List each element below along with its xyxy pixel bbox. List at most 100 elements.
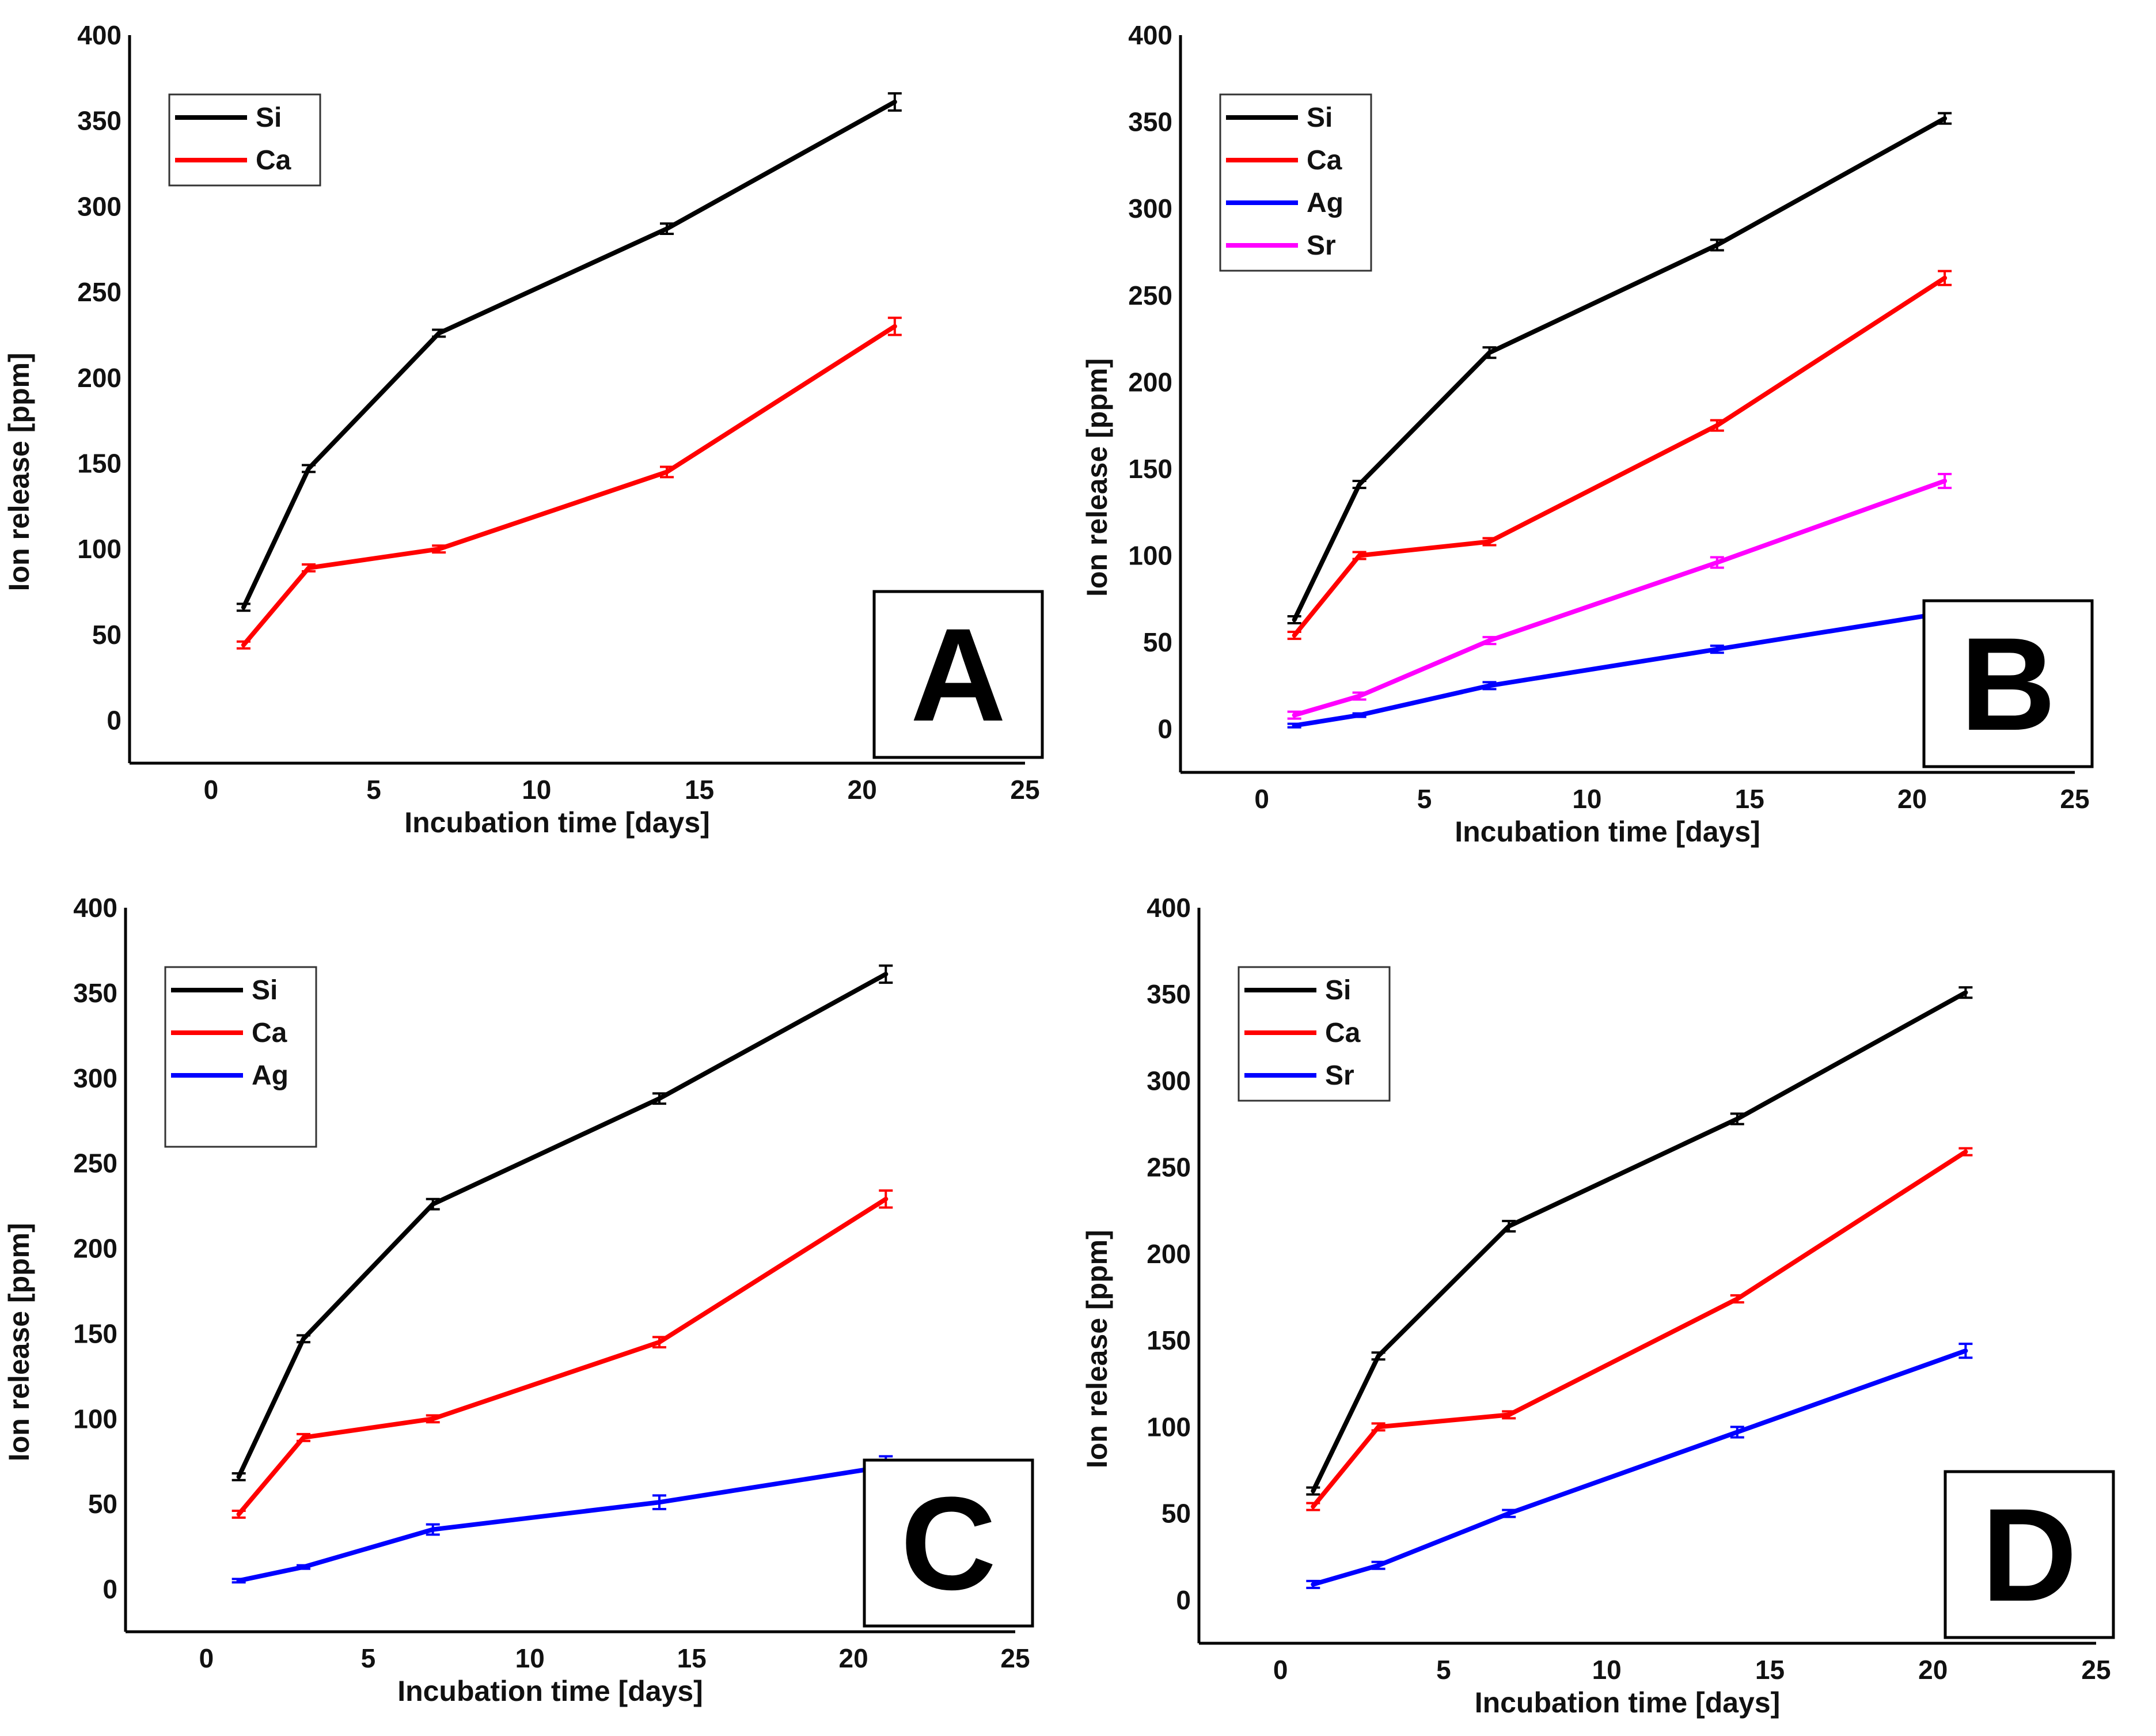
data-point [237, 1475, 241, 1479]
data-point [884, 972, 888, 976]
data-point [1735, 1430, 1739, 1434]
legend-box [164, 966, 317, 1148]
y-tick-label: 100 [77, 534, 122, 564]
legend-label-ag: Ag [1307, 188, 1343, 218]
series-line-ca [1311, 1149, 1968, 1509]
y-tick-label: 350 [77, 106, 122, 136]
y-tick-label: 0 [103, 1574, 117, 1604]
y-axis-title: Ion release [ppm] [1081, 358, 1113, 597]
data-point [1357, 483, 1361, 487]
data-point [1943, 116, 1947, 120]
x-tick-label: 20 [848, 775, 877, 805]
y-tick-label: 150 [77, 449, 122, 479]
chart-panel-d: 0 50 100 150 200 250 300 350 400 0 5 10 15 20 25 Incuba… [1081, 893, 2115, 1719]
x-axis-title: Incubation time [days] [397, 1675, 703, 1707]
data-point [1507, 1413, 1511, 1417]
y-tick-label: 50 [1161, 1499, 1191, 1529]
x-axis-title: Incubation time [days] [404, 806, 710, 839]
y-tick-label: 200 [77, 363, 122, 393]
y-tick-label: 300 [77, 191, 122, 221]
legend-label-ca: Ca [256, 145, 291, 176]
panel-label: C [901, 1469, 996, 1617]
data-point [1715, 423, 1719, 427]
chart-panel-c: 0 50 100 150 200 250 300 350 400 0 5 10 15 20 25 Incuba… [3, 893, 1034, 1707]
data-point [893, 324, 897, 328]
x-tick-label: 0 [204, 775, 219, 805]
data-point [1735, 1297, 1739, 1301]
legend-box [1219, 93, 1372, 272]
x-tick-label: 25 [2081, 1655, 2111, 1685]
legend-label-si: Si [252, 975, 278, 1006]
x-tick-label: 15 [677, 1643, 707, 1673]
series-line-sr [1292, 479, 1948, 718]
x-tick-label: 15 [685, 775, 714, 805]
y-tick-label: 400 [1128, 20, 1172, 50]
series-line-ca [241, 324, 897, 647]
data-point [658, 1097, 661, 1101]
data-point [1507, 1224, 1511, 1228]
chart-panel-b: 0 50 100 150 200 250 300 350 400 0 5 10 15 20 25 Incuba… [1081, 20, 2094, 848]
y-tick-label: 100 [1147, 1412, 1191, 1442]
y-tick-label: 200 [1128, 367, 1172, 397]
data-point [302, 1565, 305, 1569]
y-tick-label: 350 [1128, 107, 1172, 137]
y-tick-label: 350 [1147, 979, 1191, 1009]
data-point [237, 1512, 241, 1516]
y-tick-label: 100 [73, 1404, 117, 1434]
data-point [1311, 1504, 1315, 1508]
series-line-si [1292, 116, 1948, 622]
x-tick-label: 25 [2060, 784, 2089, 814]
data-point [1357, 694, 1361, 698]
series-line-ag [236, 1464, 889, 1583]
y-tick-label: 50 [92, 620, 122, 650]
data-point [1487, 639, 1491, 643]
data-point [1357, 713, 1361, 717]
x-tick-label: 20 [1918, 1655, 1948, 1685]
y-tick-label: 0 [1176, 1585, 1191, 1615]
y-tick-label: 150 [1147, 1325, 1191, 1355]
y-tick-label: 50 [88, 1489, 117, 1519]
y-tick-label: 250 [73, 1149, 117, 1178]
legend-label-si: Si [1307, 103, 1333, 133]
data-point [884, 1197, 888, 1201]
y-axis-title: Ion release [ppm] [3, 1223, 35, 1461]
data-point [1292, 723, 1296, 727]
y-tick-label: 200 [1147, 1239, 1191, 1269]
data-point [1964, 991, 1968, 995]
data-point [1964, 1349, 1968, 1353]
y-tick-label: 400 [73, 893, 117, 923]
series-line-si [236, 972, 889, 1479]
data-point [307, 566, 310, 570]
data-point [1292, 713, 1296, 717]
x-tick-label: 25 [1000, 1643, 1030, 1673]
x-tick-label: 20 [1897, 784, 1927, 814]
panel-label: A [910, 601, 1006, 749]
data-point [893, 100, 897, 104]
legend-label-si: Si [1325, 975, 1351, 1006]
y-tick-label: 100 [1128, 541, 1172, 571]
data-point [1964, 1150, 1968, 1154]
series-line-si [1311, 990, 1968, 1494]
panel-label-box [863, 1458, 1034, 1628]
legend-label-si: Si [256, 103, 282, 133]
legend-label-ca: Ca [1307, 145, 1342, 176]
y-axis-title: Ion release [ppm] [1081, 1230, 1113, 1468]
x-tick-label: 15 [1735, 784, 1764, 814]
data-point [237, 1579, 241, 1583]
data-point [665, 470, 669, 474]
y-tick-label: 150 [1128, 454, 1172, 484]
legend-box [168, 93, 321, 187]
data-point [1715, 243, 1719, 247]
y-tick-label: 0 [1157, 714, 1172, 744]
data-point [1715, 560, 1719, 564]
x-tick-label: 15 [1755, 1655, 1785, 1685]
data-point [658, 1500, 661, 1504]
data-point [241, 605, 245, 609]
y-tick-label: 50 [1143, 627, 1172, 657]
data-point [1376, 1425, 1380, 1429]
legend-label-sr: Sr [1307, 230, 1336, 261]
legend-label-ca: Ca [252, 1018, 287, 1048]
x-tick-label: 5 [361, 1643, 376, 1673]
data-point [1292, 617, 1296, 621]
series-line-si [241, 100, 897, 610]
